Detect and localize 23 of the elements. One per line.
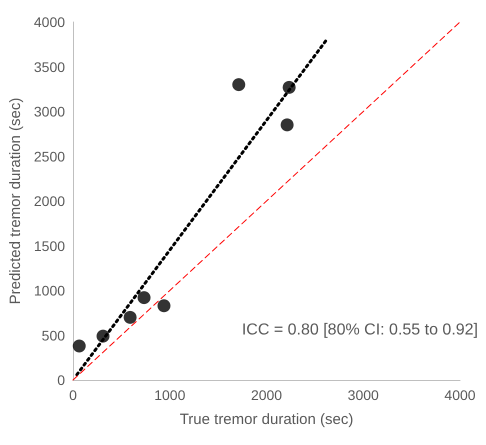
x-axis-title: True tremor duration (sec): [180, 411, 354, 428]
y-tick-label: 4000: [34, 14, 66, 30]
y-tick-label: 1000: [34, 282, 66, 298]
point: [280, 118, 294, 132]
x-tick-label: 4000: [444, 387, 476, 403]
point: [124, 310, 137, 324]
y-tick-label: 2000: [34, 193, 66, 209]
annotation: ICC = 0.80 [80% CI: 0.55 to 0.92]: [242, 322, 478, 338]
y-tick-label: 3000: [34, 104, 66, 120]
y-tick-label: 1500: [34, 238, 66, 254]
y-tick-label: 3500: [34, 58, 66, 75]
y-tick-label: 0: [57, 372, 66, 388]
point: [157, 299, 170, 312]
point: [232, 78, 246, 92]
point: [138, 291, 151, 304]
y-axis-title: Predicted tremor duration (sec): [7, 98, 24, 304]
y-tick-label: 500: [42, 327, 66, 344]
x-tick-label: 1000: [154, 387, 186, 403]
y-tick-label: 2500: [34, 148, 66, 164]
point: [72, 339, 86, 352]
x-tick-label: 3000: [348, 387, 380, 403]
x-tick-label: 2000: [250, 387, 282, 403]
x-tick-label: 0: [69, 387, 78, 403]
